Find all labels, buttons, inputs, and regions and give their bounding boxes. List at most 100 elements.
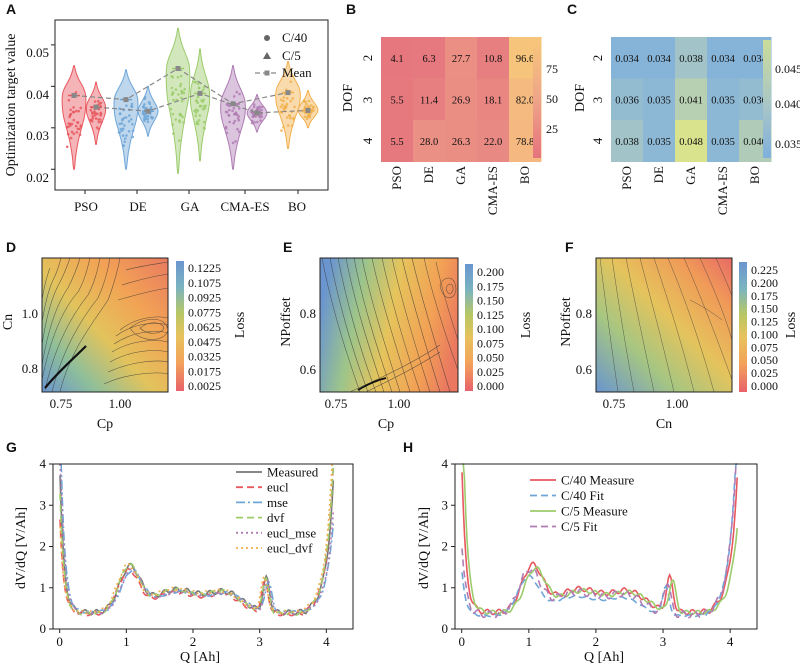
b-xtick-pso: PSO (389, 166, 404, 190)
violin-point (201, 100, 205, 103)
violin-point (91, 120, 94, 123)
violin-point (131, 122, 134, 126)
heatmap-cell-value: 0.034 (711, 54, 735, 65)
violin-point (193, 109, 196, 113)
d-contour (41, 257, 62, 323)
violin-point (149, 105, 153, 109)
panel-e: Cp NPoffset 0.75 1.00 0.6 0.8 0.2000.175… (279, 257, 534, 432)
colorbar-tick-label: 0.150 (751, 302, 778, 316)
c-cbar-tick: 0.045 (775, 62, 800, 76)
h-y-axis-label: dV/dQ [V/Ah] (417, 507, 432, 589)
f-contour (683, 257, 733, 381)
d-contour (107, 360, 169, 373)
f-contour (599, 257, 619, 393)
violin-de (113, 69, 139, 170)
violin-point (289, 80, 293, 83)
violin-point (121, 134, 125, 137)
heatmap-cell (675, 37, 708, 79)
g-x-axis-label: Q [Ah] (180, 650, 220, 664)
violin-point (79, 125, 83, 128)
f-colorbar (739, 262, 747, 392)
violin-point (180, 89, 183, 93)
heatmap-cell-value: 18.1 (484, 95, 502, 106)
ytick-label: 3 (442, 497, 449, 512)
violin-point (180, 96, 183, 100)
violin-point (304, 100, 307, 104)
violin-pso (61, 65, 87, 170)
violin-point (237, 107, 241, 110)
xtick-label: 3 (660, 634, 667, 649)
heatmap-cell-value: 0.034 (647, 54, 671, 65)
heatmap-cell-value: 0.041 (679, 95, 703, 106)
violin-point (310, 104, 313, 107)
panel-a-legend: C/40 C/5 Mean (255, 30, 312, 80)
violin-point (232, 95, 236, 98)
violin-point (97, 100, 100, 103)
legend-entry: eucl (267, 480, 289, 495)
violin-point (236, 117, 240, 120)
series-line-eucl-mse (59, 463, 335, 616)
b-xtick-ga: GA (453, 165, 468, 184)
e-contour (329, 257, 369, 393)
e-ytick: 0.6 (300, 362, 317, 377)
a-y-axis-label: Optimization target value (4, 34, 19, 177)
panel-labels: A B C D E F G H (6, 1, 577, 455)
violin-point (196, 95, 200, 99)
violin-point (232, 106, 236, 110)
b-x-ticks: PSO DE GA CMA-ES BO (389, 165, 532, 215)
heatmap-cell (381, 37, 414, 79)
a-xtick-pso: PSO (74, 199, 98, 214)
h-frame (454, 463, 758, 630)
violin-point (130, 105, 133, 108)
mean-marker (93, 104, 99, 110)
c-xtick-bo: BO (747, 166, 762, 184)
violin-point (254, 115, 257, 118)
d-x-axis-label: Cp (97, 417, 113, 432)
d-contour (117, 287, 169, 301)
heatmap-cell (707, 120, 740, 162)
violin-point (197, 86, 201, 90)
violin-point (118, 131, 122, 134)
xtick-label: 1 (526, 634, 533, 649)
violin-point (179, 82, 183, 86)
violin-point (175, 98, 178, 102)
heatmap-cell-value: 82.0 (516, 95, 534, 106)
colorbar-tick-label: 0.0325 (188, 350, 221, 364)
heatmap-cell (643, 78, 676, 121)
g-series-lines (59, 463, 335, 617)
violin-point (91, 111, 94, 114)
g-axis-ticks: 0 1 2 3 4 0 1 2 3 4 (40, 456, 331, 649)
f-xtick: 0.75 (603, 396, 626, 411)
heatmap-cell-value: 26.3 (452, 137, 470, 148)
panel-label-d: D (6, 239, 16, 255)
colorbar-tick-label: 0.0925 (188, 291, 221, 305)
heatmap-cell-value: 0.038 (615, 137, 639, 148)
e-colorbar-label: Loss (519, 312, 534, 338)
panel-d: Cp Cn 0.75 1.00 0.8 1.0 0.12250.10750.09… (1, 257, 248, 432)
violin-point (125, 104, 128, 107)
f-ytick: 0.6 (576, 362, 593, 377)
violin-point (118, 122, 122, 126)
e-contour (365, 351, 441, 393)
heatmap-cell-value: 0.035 (647, 137, 671, 148)
violin-point (171, 92, 175, 95)
violin-point (127, 120, 131, 123)
c-cbar-tick: 0.040 (775, 97, 800, 111)
violin-point (68, 113, 72, 117)
violin-point (182, 121, 185, 124)
panel-a-marks (51, 27, 319, 194)
b-y-ticks: 2 3 4 (360, 55, 375, 145)
h-series-lines (461, 463, 738, 619)
d-contour (41, 257, 71, 346)
violin-point (199, 104, 203, 108)
a-xtick-ga: GA (181, 199, 200, 214)
violin-point (93, 114, 97, 117)
violin-point (127, 130, 131, 133)
violin-point (305, 117, 309, 120)
f-contour (611, 257, 635, 393)
heatmap-cell-value: 4.1 (390, 54, 403, 65)
heatmap-cell-value: 5.5 (390, 137, 403, 148)
violin-point (94, 117, 98, 120)
violin-point (146, 120, 150, 124)
